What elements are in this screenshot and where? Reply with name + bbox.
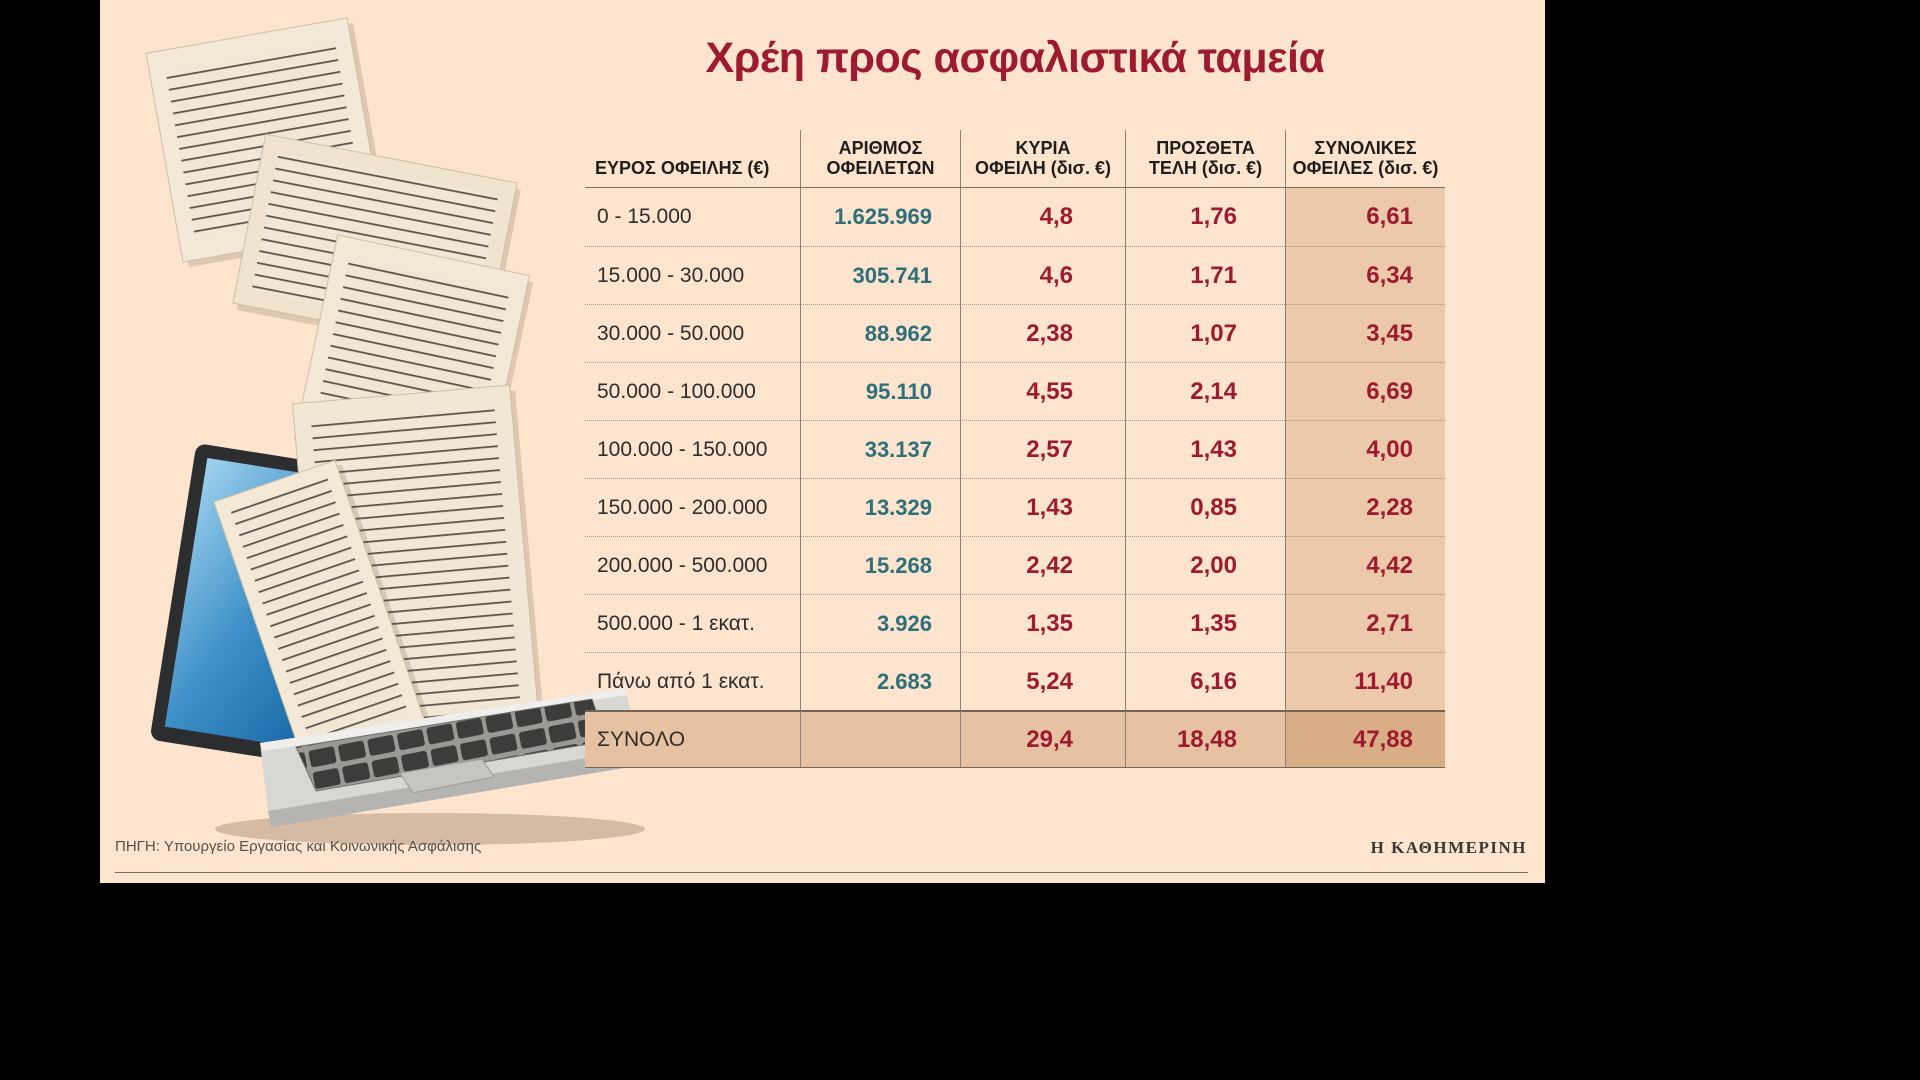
row-debtors: 3.926 bbox=[800, 594, 960, 652]
row-range: 100.000 - 150.000 bbox=[585, 420, 800, 478]
document-page bbox=[213, 459, 433, 771]
row-fees: 0,85 bbox=[1125, 478, 1285, 536]
row-range: 50.000 - 100.000 bbox=[585, 362, 800, 420]
row-range: 0 - 15.000 bbox=[597, 205, 692, 228]
row-fees: 1,71 bbox=[1125, 246, 1285, 304]
row-debtors: 1.625.969 bbox=[800, 188, 960, 246]
publisher-logo: Η ΚΑΘΗΜΕΡΙΝΗ bbox=[1370, 838, 1527, 857]
row-debtors: 15.268 bbox=[800, 536, 960, 594]
laptop-trackpad bbox=[399, 758, 495, 794]
row-fees: 1,07 bbox=[1125, 304, 1285, 362]
row-range: 15.000 - 30.000 bbox=[585, 246, 800, 304]
row-principal: 5,24 bbox=[960, 652, 1125, 710]
row-total: 2,28 bbox=[1285, 478, 1445, 536]
infographic-panel: Χρέη προς ασφαλιστικά ταμεία bbox=[100, 0, 1545, 883]
laptop-documents-illustration bbox=[145, 17, 645, 845]
row-total: 4,42 bbox=[1285, 536, 1445, 594]
row-principal: 4,55 bbox=[960, 362, 1125, 420]
row-total: 4,00 bbox=[1285, 420, 1445, 478]
row-total: 6,34 bbox=[1285, 246, 1445, 304]
col-header-total: ΣΥΝΟΛΙΚΕΣ ΟΦΕΙΛΕΣ (δισ. €) bbox=[1285, 130, 1445, 188]
row-fees: 2,00 bbox=[1125, 536, 1285, 594]
chart-title: Χρέη προς ασφαλιστικά ταμεία bbox=[705, 34, 1325, 82]
row-principal: 2,57 bbox=[960, 420, 1125, 478]
row-fees: 6,16 bbox=[1125, 652, 1285, 710]
col-header-principal: ΚΥΡΙΑ ΟΦΕΙΛΗ (δισ. €) bbox=[960, 130, 1125, 188]
row-principal: 4,8 bbox=[960, 188, 1125, 246]
row-total: 6,61 bbox=[1285, 188, 1445, 246]
laptop-base bbox=[260, 688, 642, 827]
row-principal: 2,38 bbox=[960, 304, 1125, 362]
row-range: 30.000 - 50.000 bbox=[585, 304, 800, 362]
row-fees: 2,14 bbox=[1125, 362, 1285, 420]
row-fees: 1,76 bbox=[1125, 188, 1285, 246]
row-debtors: 305.741 bbox=[800, 246, 960, 304]
row-range: Πάνω από 1 εκατ. bbox=[585, 652, 800, 710]
row-principal: 4,6 bbox=[960, 246, 1125, 304]
row-principal: 2,42 bbox=[960, 536, 1125, 594]
row-total: 6,69 bbox=[1285, 362, 1445, 420]
row-total: 11,40 bbox=[1285, 652, 1445, 710]
row-fees: 1,35 bbox=[1125, 594, 1285, 652]
row-debtors: 88.962 bbox=[800, 304, 960, 362]
footer-rule bbox=[115, 872, 1528, 873]
debt-table: ΕΥΡΟΣ ΟΦΕΙΛΗΣ (€) ΑΡΙΘΜΟΣ ΟΦΕΙΛΕΤΩΝ ΚΥΡΙ… bbox=[585, 130, 1445, 768]
row-debtors: 33.137 bbox=[800, 420, 960, 478]
col-header-debtors: ΑΡΙΘΜΟΣ ΟΦΕΙΛΕΤΩΝ bbox=[800, 130, 960, 188]
row-principal: 1,43 bbox=[960, 478, 1125, 536]
row-range: 150.000 - 200.000 bbox=[585, 478, 800, 536]
total-row-principal: 29,4 bbox=[960, 710, 1125, 768]
total-row-fees: 18,48 bbox=[1125, 710, 1285, 768]
col-header-fees: ΠΡΟΣΘΕΤΑ ΤΕΛΗ (δισ. €) bbox=[1125, 130, 1285, 188]
row-range: 200.000 - 500.000 bbox=[585, 536, 800, 594]
row-total: 3,45 bbox=[1285, 304, 1445, 362]
row-fees: 1,43 bbox=[1125, 420, 1285, 478]
row-principal: 1,35 bbox=[960, 594, 1125, 652]
row-debtors: 2.683 bbox=[800, 652, 960, 710]
row-total: 2,71 bbox=[1285, 594, 1445, 652]
total-row-total: 47,88 bbox=[1285, 710, 1445, 768]
total-row-label: ΣΥΝΟΛΟ bbox=[585, 710, 800, 768]
col-header-range: ΕΥΡΟΣ ΟΦΕΙΛΗΣ (€) bbox=[585, 130, 800, 188]
laptop-shadow bbox=[215, 813, 645, 845]
total-row-debtors bbox=[800, 710, 960, 768]
row-range: 500.000 - 1 εκατ. bbox=[585, 594, 800, 652]
row-debtors: 13.329 bbox=[800, 478, 960, 536]
source-note: ΠΗΓΗ: Υπουργείο Εργασίας και Κοινωνικής … bbox=[115, 838, 482, 855]
row-debtors: 95.110 bbox=[800, 362, 960, 420]
